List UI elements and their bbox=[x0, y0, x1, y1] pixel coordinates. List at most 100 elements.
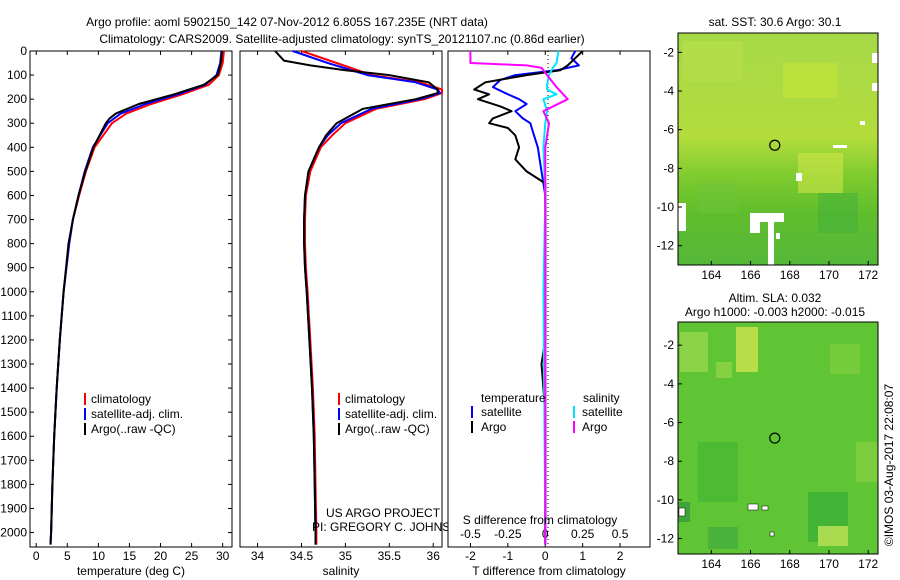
depth-tick-label: 100 bbox=[7, 68, 27, 82]
x-tick-label: 35.5 bbox=[378, 549, 402, 563]
legend-climatology-label: climatology bbox=[345, 392, 405, 406]
x-tick-label: 25 bbox=[185, 549, 199, 563]
lat-tick-label: -10 bbox=[657, 493, 675, 507]
s-tick-label: 0.25 bbox=[571, 527, 595, 541]
legend-temperature-heading: temperature bbox=[481, 391, 546, 405]
depth-tick-label: 700 bbox=[7, 213, 27, 227]
lon-tick-label: 164 bbox=[701, 557, 721, 571]
x-tick-label: 20 bbox=[154, 549, 168, 563]
lat-tick-label: -2 bbox=[663, 45, 674, 59]
x-tick-label: 34.5 bbox=[290, 549, 314, 563]
depth-tick-label: 0 bbox=[20, 44, 27, 58]
sla-map-title-line2: Argo h1000: -0.003 h2000: -0.015 bbox=[685, 305, 865, 319]
s-difference-tick-labels: -0.5 -0.25 0 0.25 0.5 bbox=[460, 527, 629, 541]
s-tick-label: -0.5 bbox=[460, 527, 481, 541]
lat-tick-label: -12 bbox=[657, 532, 675, 546]
sla-profile-location-marker bbox=[769, 432, 781, 444]
lat-tick-label: -10 bbox=[657, 200, 675, 214]
s-tick-label: 0.5 bbox=[612, 527, 629, 541]
temperature-x-ticks: 0 5 10 15 20 25 30 bbox=[33, 51, 230, 563]
sla-map-title-line1: Altim. SLA: 0.032 bbox=[729, 291, 822, 305]
series-line-argo-raw-qc bbox=[274, 50, 439, 545]
depth-tick-label: 1600 bbox=[0, 429, 27, 443]
series-line-salinity-satellite bbox=[542, 50, 560, 545]
salinity-axes bbox=[239, 50, 443, 548]
salinity-legend: climatology satellite-adj. clim. Argo(..… bbox=[338, 392, 437, 436]
sst-map-ticks: 164 166 168 170 172 -2 -4 -6 -8 -10 -12 bbox=[657, 45, 879, 282]
lat-tick-label: -6 bbox=[663, 416, 674, 430]
depth-tick-label: 1700 bbox=[0, 453, 27, 467]
temperature-axes bbox=[29, 50, 233, 548]
legend-sal-argo-label: Argo bbox=[582, 420, 608, 434]
temperature-legend: climatology satellite-adj. clim. Argo(..… bbox=[84, 392, 183, 436]
legend-argo-label: Argo(..raw -QC) bbox=[91, 422, 176, 436]
lon-tick-label: 172 bbox=[858, 557, 878, 571]
legend-temp-argo-label: Argo bbox=[481, 420, 507, 434]
lat-tick-label: -12 bbox=[657, 239, 675, 253]
difference-panel: -2 -1 0 1 2 -0.5 -0.25 0 0.25 0.5 S difference f… bbox=[447, 50, 651, 578]
x-tick-label: 0 bbox=[542, 549, 549, 563]
sst-map-frame bbox=[677, 32, 879, 266]
depth-tick-label: 1800 bbox=[0, 477, 27, 491]
lon-tick-label: 168 bbox=[780, 268, 800, 282]
credit-project: US ARGO PROJECT bbox=[326, 506, 441, 520]
difference-legend: temperature salinity satellite Argo sate… bbox=[471, 391, 623, 434]
salinity-x-ticks: 34 34.5 35 35.5 36 bbox=[251, 51, 440, 563]
credit-pi: PI: GREGORY C. JOHNSON bbox=[312, 520, 468, 534]
sla-map-panel: Altim. SLA: 0.032 Argo h1000: -0.003 h20… bbox=[657, 291, 879, 571]
depth-tick-label: 600 bbox=[7, 188, 27, 202]
temperature-profile-panel: 0100200300400500600700800900100011001200… bbox=[0, 44, 650, 578]
depth-tick-label: 400 bbox=[7, 140, 27, 154]
s-tick-label: -0.25 bbox=[494, 527, 522, 541]
salinity-profile-panel: 34 34.5 35 35.5 36 salinity climatology sate… bbox=[239, 50, 468, 578]
lat-tick-label: -4 bbox=[663, 377, 674, 391]
x-tick-label: 30 bbox=[216, 549, 230, 563]
figure-title-line2: Climatology: CARS2009. Satellite-adjuste… bbox=[99, 32, 584, 46]
depth-tick-label: 500 bbox=[7, 164, 27, 178]
depth-tick-label: 1900 bbox=[0, 501, 27, 515]
sst-map-field bbox=[678, 33, 878, 265]
x-tick-label: 1 bbox=[579, 549, 586, 563]
x-tick-label: 35 bbox=[339, 549, 353, 563]
salinity-series bbox=[274, 50, 443, 545]
x-tick-label: -1 bbox=[503, 549, 514, 563]
lon-tick-label: 166 bbox=[741, 268, 761, 282]
series-line-salinity-argo bbox=[469, 51, 569, 545]
lat-tick-label: -4 bbox=[663, 84, 674, 98]
t-difference-xlabel: T difference from climatology bbox=[472, 564, 626, 578]
difference-axes bbox=[447, 50, 651, 548]
depth-tick-label: 300 bbox=[7, 116, 27, 130]
x-tick-label: 0 bbox=[33, 549, 40, 563]
x-tick-label: 34 bbox=[251, 549, 265, 563]
t-difference-x-ticks: -2 -1 0 1 2 bbox=[465, 51, 624, 563]
lon-tick-label: 164 bbox=[701, 268, 721, 282]
figure-title-line1: Argo profile: aoml 5902150_142 07-Nov-20… bbox=[86, 15, 488, 29]
legend-satellite-label: satellite-adj. clim. bbox=[345, 407, 437, 421]
sst-map-panel: sat. SST: 30.6 Argo: 30.1 bbox=[657, 15, 879, 282]
lon-tick-label: 168 bbox=[780, 557, 800, 571]
lat-tick-label: -2 bbox=[663, 338, 674, 352]
x-tick-label: 2 bbox=[617, 549, 624, 563]
series-line-argo-raw-qc bbox=[49, 50, 224, 545]
sst-profile-location-marker bbox=[769, 139, 781, 151]
sst-map-title: sat. SST: 30.6 Argo: 30.1 bbox=[709, 15, 842, 29]
lon-tick-label: 170 bbox=[819, 557, 839, 571]
legend-satellite-label: satellite-adj. clim. bbox=[91, 407, 183, 421]
x-tick-label: 15 bbox=[123, 549, 137, 563]
depth-tick-label: 900 bbox=[7, 261, 27, 275]
temperature-series bbox=[49, 50, 225, 545]
depth-tick-label: 1500 bbox=[0, 405, 27, 419]
lon-tick-label: 170 bbox=[819, 268, 839, 282]
sla-map-ticks: 164 166 168 170 172 -2 -4 -6 -8 -10 -12 bbox=[657, 338, 879, 571]
s-difference-label: S difference from climatology bbox=[463, 513, 618, 527]
lat-tick-label: -8 bbox=[663, 161, 674, 175]
legend-salinity-heading: salinity bbox=[583, 391, 620, 405]
temperature-xlabel: temperature (deg C) bbox=[77, 564, 185, 578]
x-tick-label: -2 bbox=[465, 549, 476, 563]
copyright-timestamp: ©IMOS 03-Aug-2017 22:08:07 bbox=[882, 384, 896, 547]
legend-argo-label: Argo(..raw -QC) bbox=[345, 422, 430, 436]
depth-tick-label: 1000 bbox=[0, 285, 27, 299]
depth-tick-label: 1400 bbox=[0, 381, 27, 395]
x-tick-label: 36 bbox=[427, 549, 441, 563]
